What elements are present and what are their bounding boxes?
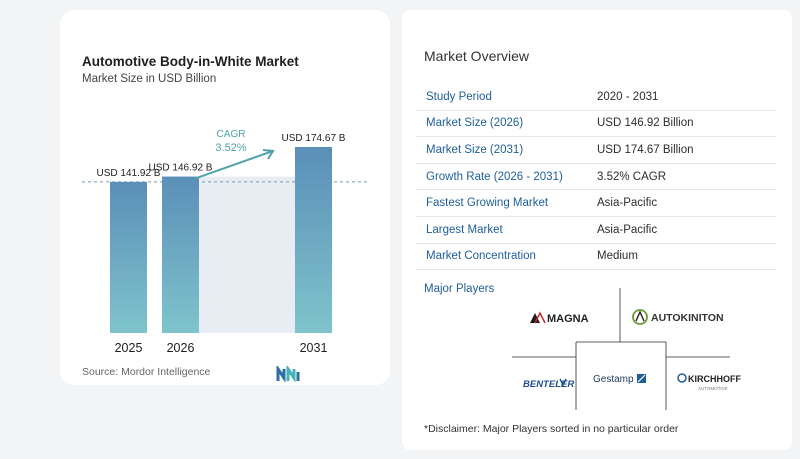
player-kirchhoff-sub: AUTOMOTIVE [698,386,728,391]
x-tick-2031: 2031 [300,341,328,355]
overview-row: Study Period 2020 - 2031 [416,84,776,111]
overview-row: Growth Rate (2026 - 2031) 3.52% CAGR [416,164,776,191]
overview-label: Largest Market [426,223,503,236]
overview-value: Asia-Pacific [597,197,658,210]
overview-value: 3.52% CAGR [597,170,667,183]
data-label-2026: USD 146.92 B [149,163,213,174]
x-tick-2026: 2026 [167,341,195,355]
player-magna: MAGNA [547,313,589,325]
overview-label: Market Concentration [426,250,536,263]
chart-title: Automotive Body-in-White Market [82,54,299,69]
players-title: Major Players [424,283,495,295]
benteler-logo-icon: BENTELER [523,378,574,390]
overview-label: Growth Rate (2026 - 2031) [426,170,563,183]
overview-label: Study Period [426,90,492,103]
overview-value: 2020 - 2031 [597,90,659,103]
overview-label: Fastest Growing Market [426,197,549,210]
chart-card: Automotive Body-in-White Market Market S… [60,10,390,385]
x-tick-2025: 2025 [115,341,143,355]
chart-subtitle: Market Size in USD Billion [82,73,217,85]
cagr-value: 3.52% [215,142,246,154]
overview-label: Market Size (2031) [426,143,524,156]
overview-row: Largest Market Asia-Pacific [416,217,776,244]
disclaimer: *Disclaimer: Major Players sorted in no … [424,423,679,435]
player-autokiniton: AUTOKINITON [651,312,724,324]
mordor-logo-icon [276,366,300,382]
overview-panel: Market Overview Study Period 2020 - 2031… [402,10,792,450]
bar-2031 [295,147,332,333]
source-text: Source: Mordor Intelligence [82,366,211,378]
cagr-band [199,176,295,333]
player-benteler: BENTELER [523,379,574,390]
cagr-arrow-head [262,149,275,160]
overview-value: USD 146.92 Billion [597,117,694,130]
overview-row: Market Concentration Medium [416,244,776,271]
bar-2026 [162,176,199,333]
overview-label: Market Size (2026) [426,117,524,130]
overview-value: Asia-Pacific [597,223,658,236]
overview-title: Market Overview [424,48,530,64]
data-label-2025: USD 141.92 B [97,168,161,179]
overview-value: Medium [597,250,638,263]
magna-logo-icon: MAGNA [530,311,589,325]
bar-2025 [110,181,147,333]
player-gestamp: Gestamp [593,374,634,385]
kirchhoff-logo-icon: KIRCHHOFF AUTOMOTIVE [677,373,741,391]
autokiniton-logo-icon: AUTOKINITON [632,309,724,325]
overview-table: Study Period 2020 - 2031 Market Size (20… [416,84,776,271]
gestamp-logo-icon: Gestamp [593,374,646,385]
cagr-arrow [194,150,274,180]
overview-value: USD 174.67 Billion [597,143,694,156]
overview-row: Market Size (2026) USD 146.92 Billion [416,111,776,138]
data-label-2031: USD 174.67 B [282,133,346,144]
players-grid: MAGNA AUTOKINITON BENTELER Gestamp KIRCH… [512,288,741,410]
overview-row: Fastest Growing Market Asia-Pacific [416,190,776,217]
overview-row: Market Size (2031) USD 174.67 Billion [416,137,776,164]
player-kirchhoff: KIRCHHOFF [688,374,741,384]
cagr-label: CAGR [217,129,246,140]
